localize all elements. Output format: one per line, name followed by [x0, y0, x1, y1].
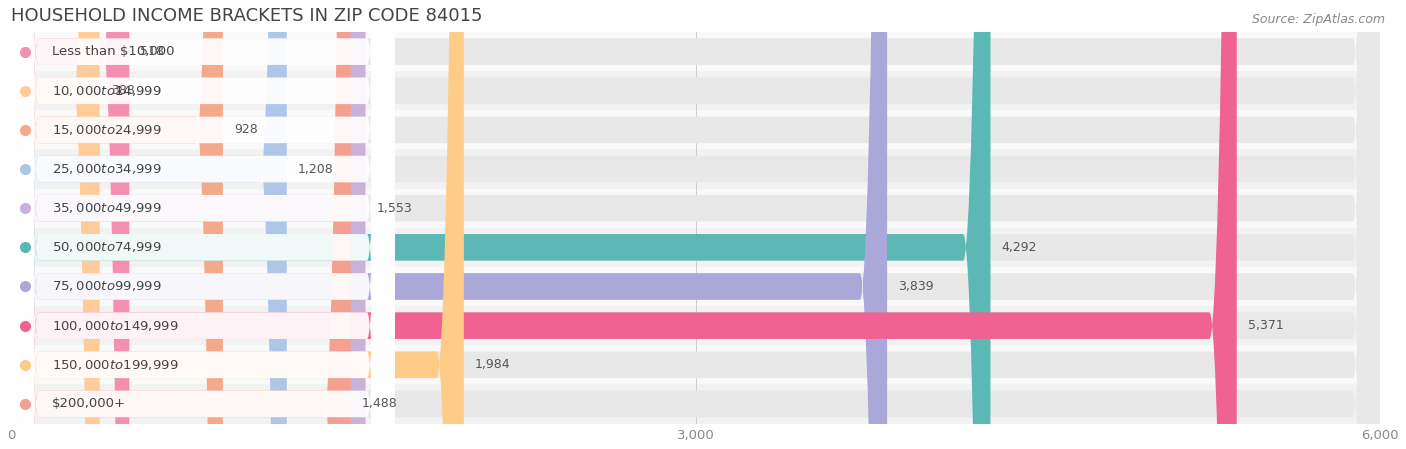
Text: Source: ZipAtlas.com: Source: ZipAtlas.com	[1251, 13, 1385, 26]
FancyBboxPatch shape	[11, 0, 350, 449]
FancyBboxPatch shape	[11, 0, 1381, 449]
Text: 1,984: 1,984	[475, 358, 510, 371]
FancyBboxPatch shape	[11, 0, 887, 449]
Text: $50,000 to $74,999: $50,000 to $74,999	[52, 240, 162, 254]
Text: Less than $10,000: Less than $10,000	[52, 45, 174, 58]
Text: 1,208: 1,208	[298, 163, 333, 176]
Text: 928: 928	[233, 123, 257, 136]
FancyBboxPatch shape	[11, 0, 1381, 449]
FancyBboxPatch shape	[11, 0, 395, 449]
FancyBboxPatch shape	[11, 0, 395, 449]
FancyBboxPatch shape	[11, 0, 395, 449]
FancyBboxPatch shape	[11, 189, 1381, 228]
Text: 3,839: 3,839	[898, 280, 934, 293]
FancyBboxPatch shape	[11, 0, 1381, 449]
Text: $150,000 to $199,999: $150,000 to $199,999	[52, 358, 179, 372]
Text: $25,000 to $34,999: $25,000 to $34,999	[52, 162, 162, 176]
FancyBboxPatch shape	[11, 267, 1381, 306]
FancyBboxPatch shape	[11, 0, 395, 449]
FancyBboxPatch shape	[11, 0, 1381, 449]
Text: 388: 388	[111, 84, 135, 97]
FancyBboxPatch shape	[11, 32, 1381, 71]
FancyBboxPatch shape	[11, 0, 1381, 449]
FancyBboxPatch shape	[11, 110, 1381, 150]
FancyBboxPatch shape	[11, 0, 990, 449]
Text: 4,292: 4,292	[1001, 241, 1038, 254]
FancyBboxPatch shape	[11, 0, 1381, 449]
Text: $15,000 to $24,999: $15,000 to $24,999	[52, 123, 162, 137]
FancyBboxPatch shape	[11, 0, 395, 449]
FancyBboxPatch shape	[11, 0, 395, 449]
FancyBboxPatch shape	[11, 384, 1381, 423]
FancyBboxPatch shape	[11, 0, 366, 449]
Text: 1,553: 1,553	[377, 202, 412, 215]
FancyBboxPatch shape	[11, 71, 1381, 110]
FancyBboxPatch shape	[11, 0, 224, 449]
FancyBboxPatch shape	[11, 0, 395, 449]
FancyBboxPatch shape	[11, 0, 287, 449]
FancyBboxPatch shape	[11, 0, 1381, 449]
FancyBboxPatch shape	[11, 0, 129, 449]
Text: $10,000 to $14,999: $10,000 to $14,999	[52, 84, 162, 98]
FancyBboxPatch shape	[11, 0, 395, 449]
Text: $35,000 to $49,999: $35,000 to $49,999	[52, 201, 162, 215]
FancyBboxPatch shape	[11, 345, 1381, 384]
Text: HOUSEHOLD INCOME BRACKETS IN ZIP CODE 84015: HOUSEHOLD INCOME BRACKETS IN ZIP CODE 84…	[11, 7, 482, 25]
Text: 1,488: 1,488	[361, 397, 398, 410]
Text: $75,000 to $99,999: $75,000 to $99,999	[52, 279, 162, 294]
FancyBboxPatch shape	[11, 0, 1381, 449]
FancyBboxPatch shape	[11, 228, 1381, 267]
FancyBboxPatch shape	[11, 0, 395, 449]
FancyBboxPatch shape	[11, 0, 100, 449]
FancyBboxPatch shape	[11, 0, 395, 449]
Text: $100,000 to $149,999: $100,000 to $149,999	[52, 319, 179, 333]
Text: 5,371: 5,371	[1247, 319, 1284, 332]
FancyBboxPatch shape	[11, 0, 464, 449]
FancyBboxPatch shape	[11, 306, 1381, 345]
FancyBboxPatch shape	[11, 0, 1381, 449]
Text: $200,000+: $200,000+	[52, 397, 127, 410]
FancyBboxPatch shape	[11, 150, 1381, 189]
Text: 518: 518	[141, 45, 165, 58]
FancyBboxPatch shape	[11, 0, 1381, 449]
FancyBboxPatch shape	[11, 0, 1237, 449]
